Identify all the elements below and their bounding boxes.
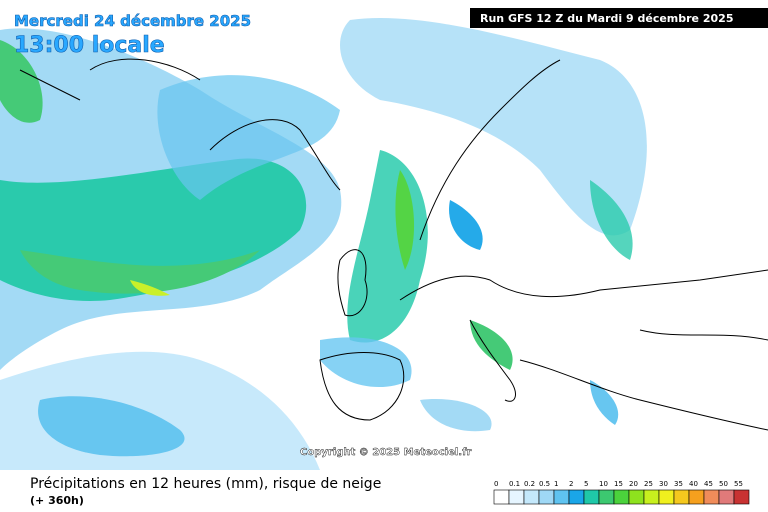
legend-swatch bbox=[733, 489, 750, 505]
legend-label: 40 bbox=[689, 480, 698, 488]
legend-label: 0.5 bbox=[539, 480, 550, 488]
legend-swatch bbox=[718, 489, 735, 505]
legend-swatch bbox=[538, 489, 555, 505]
legend-swatch bbox=[598, 489, 615, 505]
copyright: Copyright © 2025 Meteociel.fr bbox=[300, 447, 471, 458]
legend-label: 35 bbox=[674, 480, 683, 488]
legend-label: 0 bbox=[494, 480, 498, 488]
legend-label: 20 bbox=[629, 480, 638, 488]
run-banner bbox=[470, 8, 768, 28]
forecast-date: Mercredi 24 décembre 2025 bbox=[14, 12, 251, 30]
legend-label: 5 bbox=[584, 480, 588, 488]
legend-label: 10 bbox=[599, 480, 608, 488]
legend-swatch bbox=[688, 489, 705, 505]
legend-swatch bbox=[658, 489, 675, 505]
footer-title: Précipitations en 12 heures (mm), risque… bbox=[30, 476, 381, 492]
legend-swatch bbox=[628, 489, 645, 505]
legend-label: 1 bbox=[554, 480, 558, 488]
precipitation bbox=[0, 18, 647, 470]
legend-label: 45 bbox=[704, 480, 713, 488]
footer-range: (+ 360h) bbox=[30, 494, 84, 507]
legend-label: 55 bbox=[734, 480, 743, 488]
legend-swatch bbox=[493, 489, 510, 505]
legend-swatch bbox=[673, 489, 690, 505]
legend: 0 0.1 0.2 0.5 1 2 5 10 15 20 25 30 35 40 45 50 55 bbox=[493, 480, 750, 505]
legend-swatch bbox=[508, 489, 525, 505]
legend-swatch bbox=[583, 489, 600, 505]
run-info: Run GFS 12 Z du Mardi 9 décembre 2025 bbox=[480, 12, 733, 25]
legend-label: 0.2 bbox=[524, 480, 535, 488]
legend-swatch bbox=[553, 489, 570, 505]
legend-label: 30 bbox=[659, 480, 668, 488]
coastlines bbox=[19, 58, 768, 431]
legend-label: 0.1 bbox=[509, 480, 520, 488]
legend-label: 2 bbox=[569, 480, 573, 488]
legend-label: 50 bbox=[719, 480, 728, 488]
legend-swatch bbox=[568, 489, 585, 505]
legend-label: 25 bbox=[644, 480, 653, 488]
forecast-time: 13:00 locale bbox=[14, 33, 165, 58]
legend-swatch bbox=[643, 489, 660, 505]
legend-label: 15 bbox=[614, 480, 623, 488]
legend-swatch bbox=[703, 489, 720, 505]
legend-swatch bbox=[523, 489, 540, 505]
legend-swatch bbox=[613, 489, 630, 505]
